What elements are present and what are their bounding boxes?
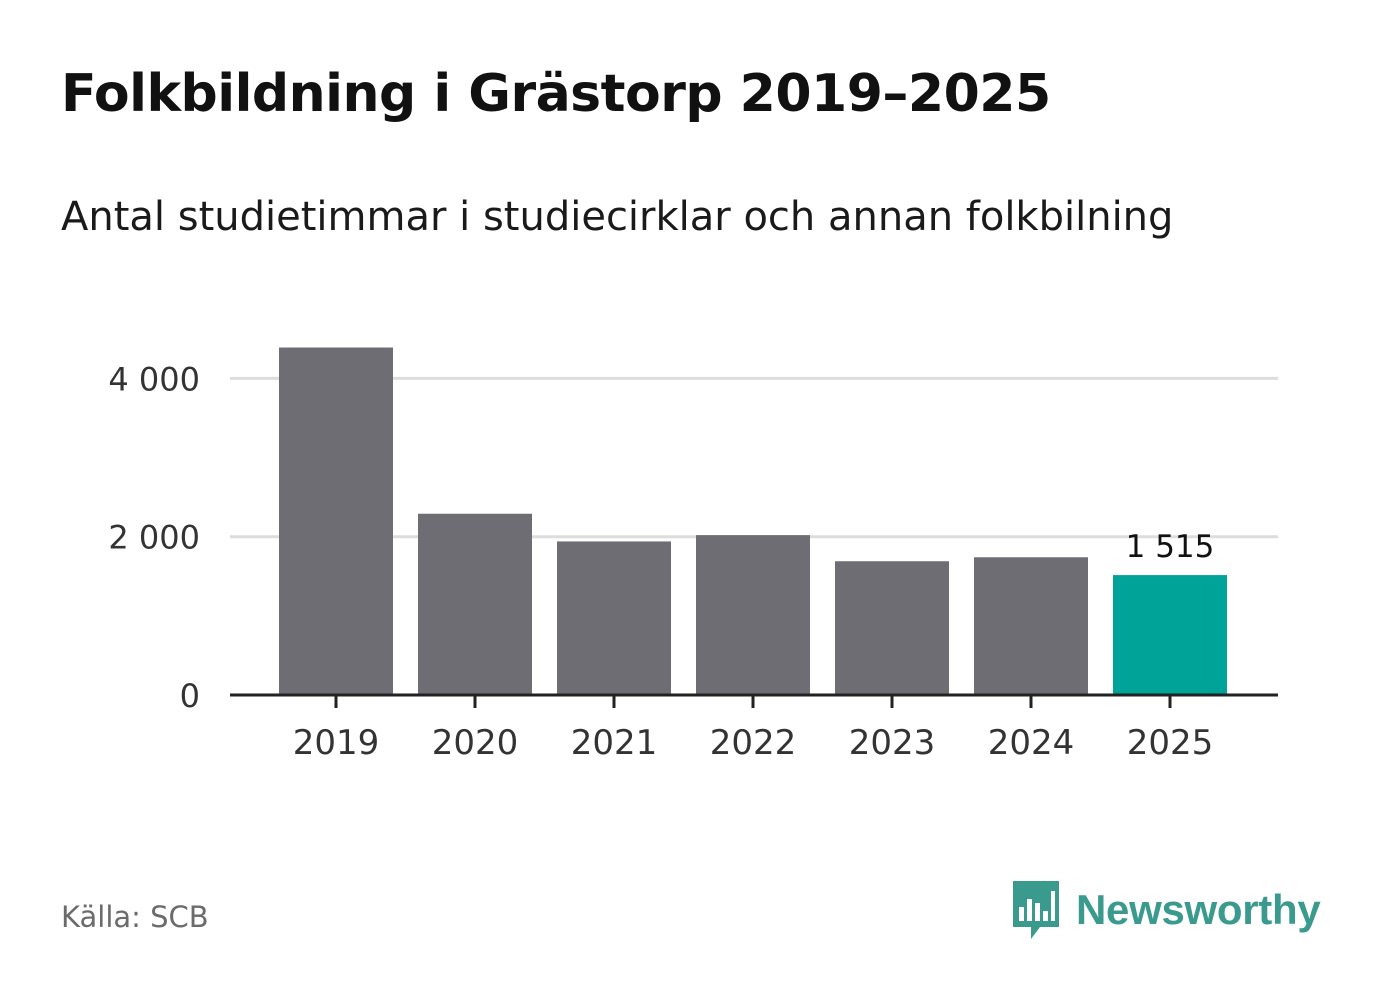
bar-2023 [835,561,949,695]
x-axis [230,693,1278,708]
y-tick-label: 4 000 [108,360,200,398]
data-label: 1 515 [1126,529,1215,565]
bar-2022 [696,535,810,695]
x-tick-label: 2025 [1127,723,1214,763]
chart-subtitle: Antal studietimmar i studiecirklar och a… [61,194,1174,240]
brand: Newsworthy [1010,878,1321,942]
x-tick-label: 2024 [988,723,1075,763]
source-note: Källa: SCB [61,900,209,934]
labels: 0 2 000 4 000 2019 2020 2021 2022 2023 2024 2025 1… [108,360,1214,763]
bar-2024 [974,557,1088,695]
newsworthy-logo-icon [1013,881,1059,939]
x-tick-label: 2022 [710,723,797,763]
bar-2025 [1113,575,1227,695]
brand-name: Newsworthy [1076,886,1321,933]
y-tick-label: 2 000 [108,519,200,557]
bar-2019 [279,347,393,695]
x-tick-label: 2019 [293,723,380,763]
bar-2021 [557,541,671,695]
y-tick-label: 0 [180,677,200,715]
chart-title: Folkbildning i Grästorp 2019–2025 [61,64,1051,124]
bars [279,347,1227,695]
x-tick-label: 2023 [849,723,936,763]
x-tick-label: 2021 [571,723,658,763]
bar-2020 [418,513,532,695]
x-tick-label: 2020 [432,723,519,763]
